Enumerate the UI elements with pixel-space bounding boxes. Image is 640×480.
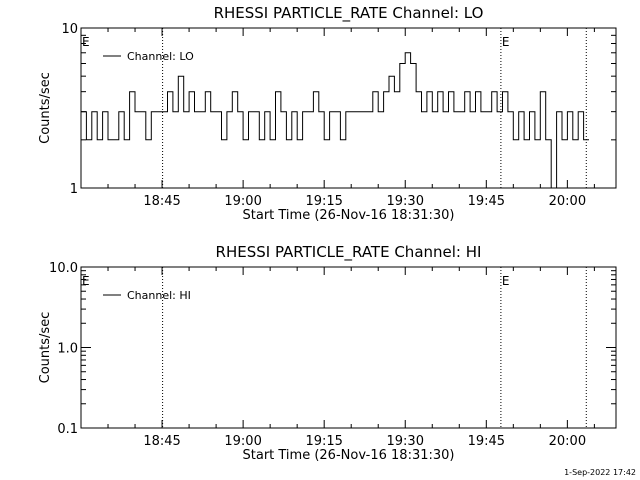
y-tick-label: 0.1 <box>57 422 78 437</box>
x-tick-label: 20:00 <box>549 194 586 209</box>
start-marker-label: E <box>82 274 90 288</box>
y-tick-label: 10 <box>61 22 78 37</box>
y-tick-label: 10.0 <box>49 261 78 276</box>
x-tick-label: 19:15 <box>305 434 342 449</box>
panel-hi-channel: RHESSI PARTICLE_RATE Channel: HI 18:45 19:… <box>38 243 617 463</box>
x-tick-label: 18:45 <box>143 434 180 449</box>
legend-label: Channel: LO <box>127 50 194 63</box>
event-marker-label: E <box>502 274 510 288</box>
chart-title: RHESSI PARTICLE_RATE Channel: LO <box>214 4 484 23</box>
x-axis-label: Start Time (26-Nov-16 18:31:30) <box>243 448 455 463</box>
y-axis-label: Counts/sec <box>38 72 53 144</box>
start-marker-label: E <box>82 35 90 49</box>
x-tick-label: 19:00 <box>224 194 261 209</box>
panel-lo-channel: RHESSI PARTICLE_RATE Channel: LO 18:45 19:… <box>38 4 617 223</box>
y-axis-label: Counts/sec <box>38 312 53 384</box>
series-line <box>81 52 589 189</box>
y-tick-label: 1.0 <box>57 342 78 357</box>
x-axis-label: Start Time (26-Nov-16 18:31:30) <box>243 208 455 223</box>
x-tick-label: 19:15 <box>305 194 342 209</box>
x-tick-label: 19:00 <box>224 434 261 449</box>
x-tick-label: 19:45 <box>468 434 505 449</box>
legend-label: Channel: HI <box>127 289 191 302</box>
x-tick-label: 20:00 <box>549 434 586 449</box>
event-marker-label: E <box>502 35 510 49</box>
x-tick-label: 18:45 <box>143 194 180 209</box>
chart-title: RHESSI PARTICLE_RATE Channel: HI <box>216 243 482 262</box>
plot-frame <box>80 27 617 189</box>
x-tick-label: 19:30 <box>387 194 424 209</box>
footer-timestamp: 1-Sep-2022 17:42 <box>564 468 636 477</box>
y-tick-label: 1 <box>70 182 78 197</box>
x-tick-label: 19:45 <box>468 194 505 209</box>
x-tick-label: 19:30 <box>387 434 424 449</box>
